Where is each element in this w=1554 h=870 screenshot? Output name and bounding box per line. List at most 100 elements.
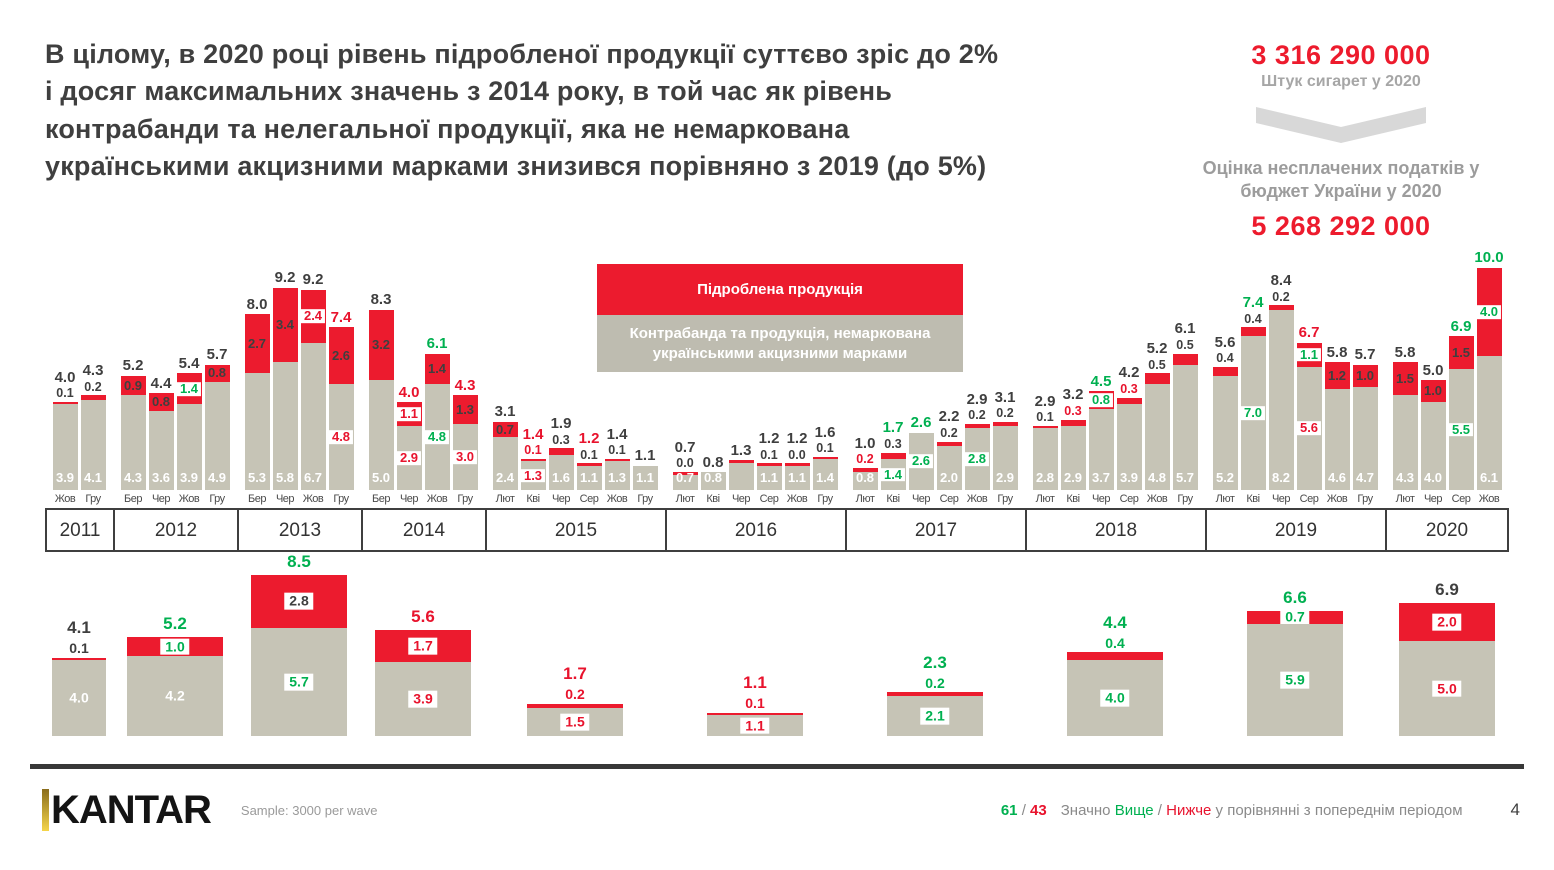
yearly-2019-contraband-segment: 5.9 <box>1247 623 1343 737</box>
wave-2018-Кві-counterfeit-label: 0.3 <box>1064 403 1082 418</box>
wave-2012-Чер-counterfeit-segment: 0.8 <box>148 393 174 411</box>
wave-2014-Бер-total-label: 8.3 <box>370 291 392 309</box>
yearly-2020-total-label: 6.9 <box>1435 580 1459 600</box>
month-label-2020-Чер: Чер <box>1423 493 1443 506</box>
year-column-2015: 3.1 0.7 2.4 Лют 1.4 0.1 1.3 Кві 1.9 0.3 1.6 Чер 1.2 0… <box>485 256 665 750</box>
yearly-bar-area-2016: 1.1 0.1 1.1 <box>665 552 845 750</box>
wave-bar-2017-Лют: 1.0 0.2 0.8 Лют <box>851 435 879 508</box>
wave-2017-Гру-contraband-segment: 2.9 <box>992 426 1018 491</box>
wave-bar-2018-Кві: 3.2 0.3 2.9 Кві <box>1059 387 1087 508</box>
month-label-2019-Лют: Лют <box>1215 493 1235 506</box>
note-suffix: у порівнянні з попереднім періодом <box>1215 801 1463 819</box>
wave-2017-Жов-counterfeit-label: 0.2 <box>968 408 986 423</box>
wave-bar-2016-Лют: 0.7 0.0 0.7 Лют <box>671 439 699 508</box>
wave-2018-Сер-counterfeit-label: 0.3 <box>1120 381 1138 396</box>
wave-2012-Гру-total-label: 5.7 <box>206 346 228 364</box>
wave-2017-Жов-contraband-label: 2.8 <box>964 452 990 467</box>
chevron-down-icon <box>1256 107 1426 143</box>
year-cell-2018: 2018 <box>1025 508 1205 553</box>
yearly-bar-area-2020: 6.9 2.0 5.0 <box>1385 552 1509 750</box>
wave-2013-Чер-counterfeit-label: 3.4 <box>275 317 295 333</box>
wave-2019-Кві-contraband-segment: 7.0 <box>1240 336 1266 491</box>
wave-2019-Лют-contraband-segment: 5.2 <box>1212 375 1238 491</box>
wave-2014-Чер-stack: 4.0 1.1 2.9 <box>396 384 422 491</box>
wave-2017-Кві-stack: 1.7 0.3 1.4 <box>880 420 906 491</box>
wave-2015-Лют-counterfeit-segment: 0.7 <box>492 421 518 438</box>
yearly-2020-counterfeit-label: 2.0 <box>1432 613 1462 631</box>
yearly-2016-total-label: 1.1 <box>743 673 767 693</box>
wave-2019-Чер-contraband-segment: 8.2 <box>1268 309 1294 491</box>
wave-bar-2016-Жов: 1.2 0.0 1.1 Жов <box>783 431 811 508</box>
wave-2013-Гру-total-label: 7.4 <box>330 308 352 326</box>
wave-2012-Чер-contraband-segment: 3.6 <box>148 410 174 491</box>
wave-2020-Сер-counterfeit-segment: 1.5 <box>1448 336 1474 370</box>
wave-2015-Жов-contraband-label: 1.3 <box>607 470 627 486</box>
wave-2015-Лют-stack: 3.1 0.7 2.4 <box>492 404 518 491</box>
wave-2015-Гру-contraband-segment: 1.1 <box>632 465 658 491</box>
legend-contraband: Контрабанда та продукція, немаркована ук… <box>597 315 963 373</box>
yearly-2016-stack: 1.1 0.1 1.1 <box>707 673 803 737</box>
wave-bar-2017-Сер: 2.2 0.2 2.0 Сер <box>935 409 963 508</box>
wave-2015-Чер-contraband-label: 1.6 <box>551 470 571 486</box>
month-label-2015-Гру: Гру <box>637 493 653 506</box>
yearly-2016-counterfeit-label: 0.1 <box>745 695 765 712</box>
wave-2011-Гру-stack: 4.3 0.2 4.1 <box>80 363 106 491</box>
month-label-2020-Жов: Жов <box>1478 493 1500 506</box>
month-label-2016-Лют: Лют <box>675 493 695 506</box>
wave-2020-Жов-contraband-label: 6.1 <box>1479 470 1499 486</box>
wave-2015-Сер-counterfeit-segment <box>576 463 602 466</box>
wave-2018-Жов-counterfeit-segment <box>1144 373 1170 385</box>
wave-2018-Кві-contraband-segment: 2.9 <box>1060 426 1086 491</box>
lower-word: Нижче <box>1166 801 1212 819</box>
wave-2019-Лют-counterfeit-segment <box>1212 366 1238 376</box>
yearly-2013-contraband-segment: 5.7 <box>251 627 347 737</box>
wave-2013-Бер-contraband-label: 5.3 <box>247 470 267 486</box>
wave-bar-2015-Кві: 1.4 0.1 1.3 Кві <box>519 426 547 508</box>
wave-bars-2015: 3.1 0.7 2.4 Лют 1.4 0.1 1.3 Кві 1.9 0.3 1.6 Чер 1.2 0… <box>485 256 665 508</box>
wave-2017-Лют-stack: 1.0 0.2 0.8 <box>852 435 878 491</box>
month-label-2018-Сер: Сер <box>1119 493 1139 506</box>
wave-2013-Бер-contraband-segment: 5.3 <box>244 373 270 491</box>
yearly-2015-counterfeit-segment <box>527 703 623 708</box>
wave-2014-Гру-contraband-label: 3.0 <box>452 450 478 464</box>
wave-2016-Сер-contraband-segment: 1.1 <box>756 465 782 491</box>
wave-2017-Сер-counterfeit-label: 0.2 <box>940 425 958 440</box>
month-label-2015-Жов: Жов <box>606 493 628 506</box>
wave-2011-Жов-total-label: 4.0 <box>54 368 76 386</box>
month-label-2018-Жов: Жов <box>1146 493 1168 506</box>
wave-2019-Кві-total-label: 7.4 <box>1242 294 1264 312</box>
wave-2012-Гру-contraband-label: 4.9 <box>207 470 227 486</box>
wave-bar-2020-Лют: 5.8 1.5 4.3 Лют <box>1391 344 1419 508</box>
wave-2015-Чер-stack: 1.9 0.3 1.6 <box>548 416 574 491</box>
wave-2012-Бер-contraband-segment: 4.3 <box>120 395 146 491</box>
month-label-2018-Чер: Чер <box>1091 493 1111 506</box>
wave-bar-2014-Чер: 4.0 1.1 2.9 Чер <box>395 384 423 508</box>
wave-2020-Жов-stack: 10.0 4.0 6.1 <box>1474 250 1504 491</box>
wave-2016-Жов-counterfeit-label: 0.0 <box>788 447 806 462</box>
wave-2017-Жов-contraband-segment: 2.8 <box>964 428 990 491</box>
wave-bar-2019-Сер: 6.7 1.1 5.6 Сер <box>1295 325 1323 508</box>
chart-legend: Підроблена продукція Контрабанда та прод… <box>597 264 963 373</box>
month-label-2015-Сер: Сер <box>579 493 599 506</box>
wave-2018-Гру-counterfeit-segment <box>1172 353 1198 365</box>
wave-bar-2018-Сер: 4.2 0.3 3.9 Сер <box>1115 365 1143 508</box>
month-label-2014-Жов: Жов <box>426 493 448 506</box>
wave-2016-Гру-stack: 1.6 0.1 1.4 <box>812 424 838 491</box>
wave-2012-Гру-stack: 5.7 0.8 4.9 <box>204 346 230 491</box>
wave-2016-Лют-contraband-label: 0.7 <box>675 470 695 486</box>
wave-bar-2016-Чер: 1.3 Чер <box>727 442 755 509</box>
yearly-2015-contraband-segment: 1.5 <box>527 707 623 737</box>
wave-2015-Кві-stack: 1.4 0.1 1.3 <box>520 426 546 491</box>
wave-bar-2014-Гру: 4.3 1.3 3.0 Гру <box>451 377 479 508</box>
wave-2011-Жов-contraband-segment: 3.9 <box>52 404 78 491</box>
yearly-bar-area-2011: 4.1 0.1 4.0 <box>45 552 113 750</box>
wave-2016-Лют-counterfeit-label: 0.0 <box>676 456 694 471</box>
wave-bar-2020-Сер: 6.9 1.5 5.5 Сер <box>1447 318 1475 509</box>
wave-2018-Лют-counterfeit-label: 0.1 <box>1036 410 1054 425</box>
footer-divider <box>30 764 1524 770</box>
wave-2016-Сер-stack: 1.2 0.1 1.1 <box>756 431 782 491</box>
month-label-2015-Чер: Чер <box>551 493 571 506</box>
wave-2017-Гру-counterfeit-segment <box>992 421 1018 427</box>
wave-2012-Бер-stack: 5.2 0.9 4.3 <box>120 358 146 491</box>
wave-2019-Чер-counterfeit-label: 0.2 <box>1272 289 1290 304</box>
